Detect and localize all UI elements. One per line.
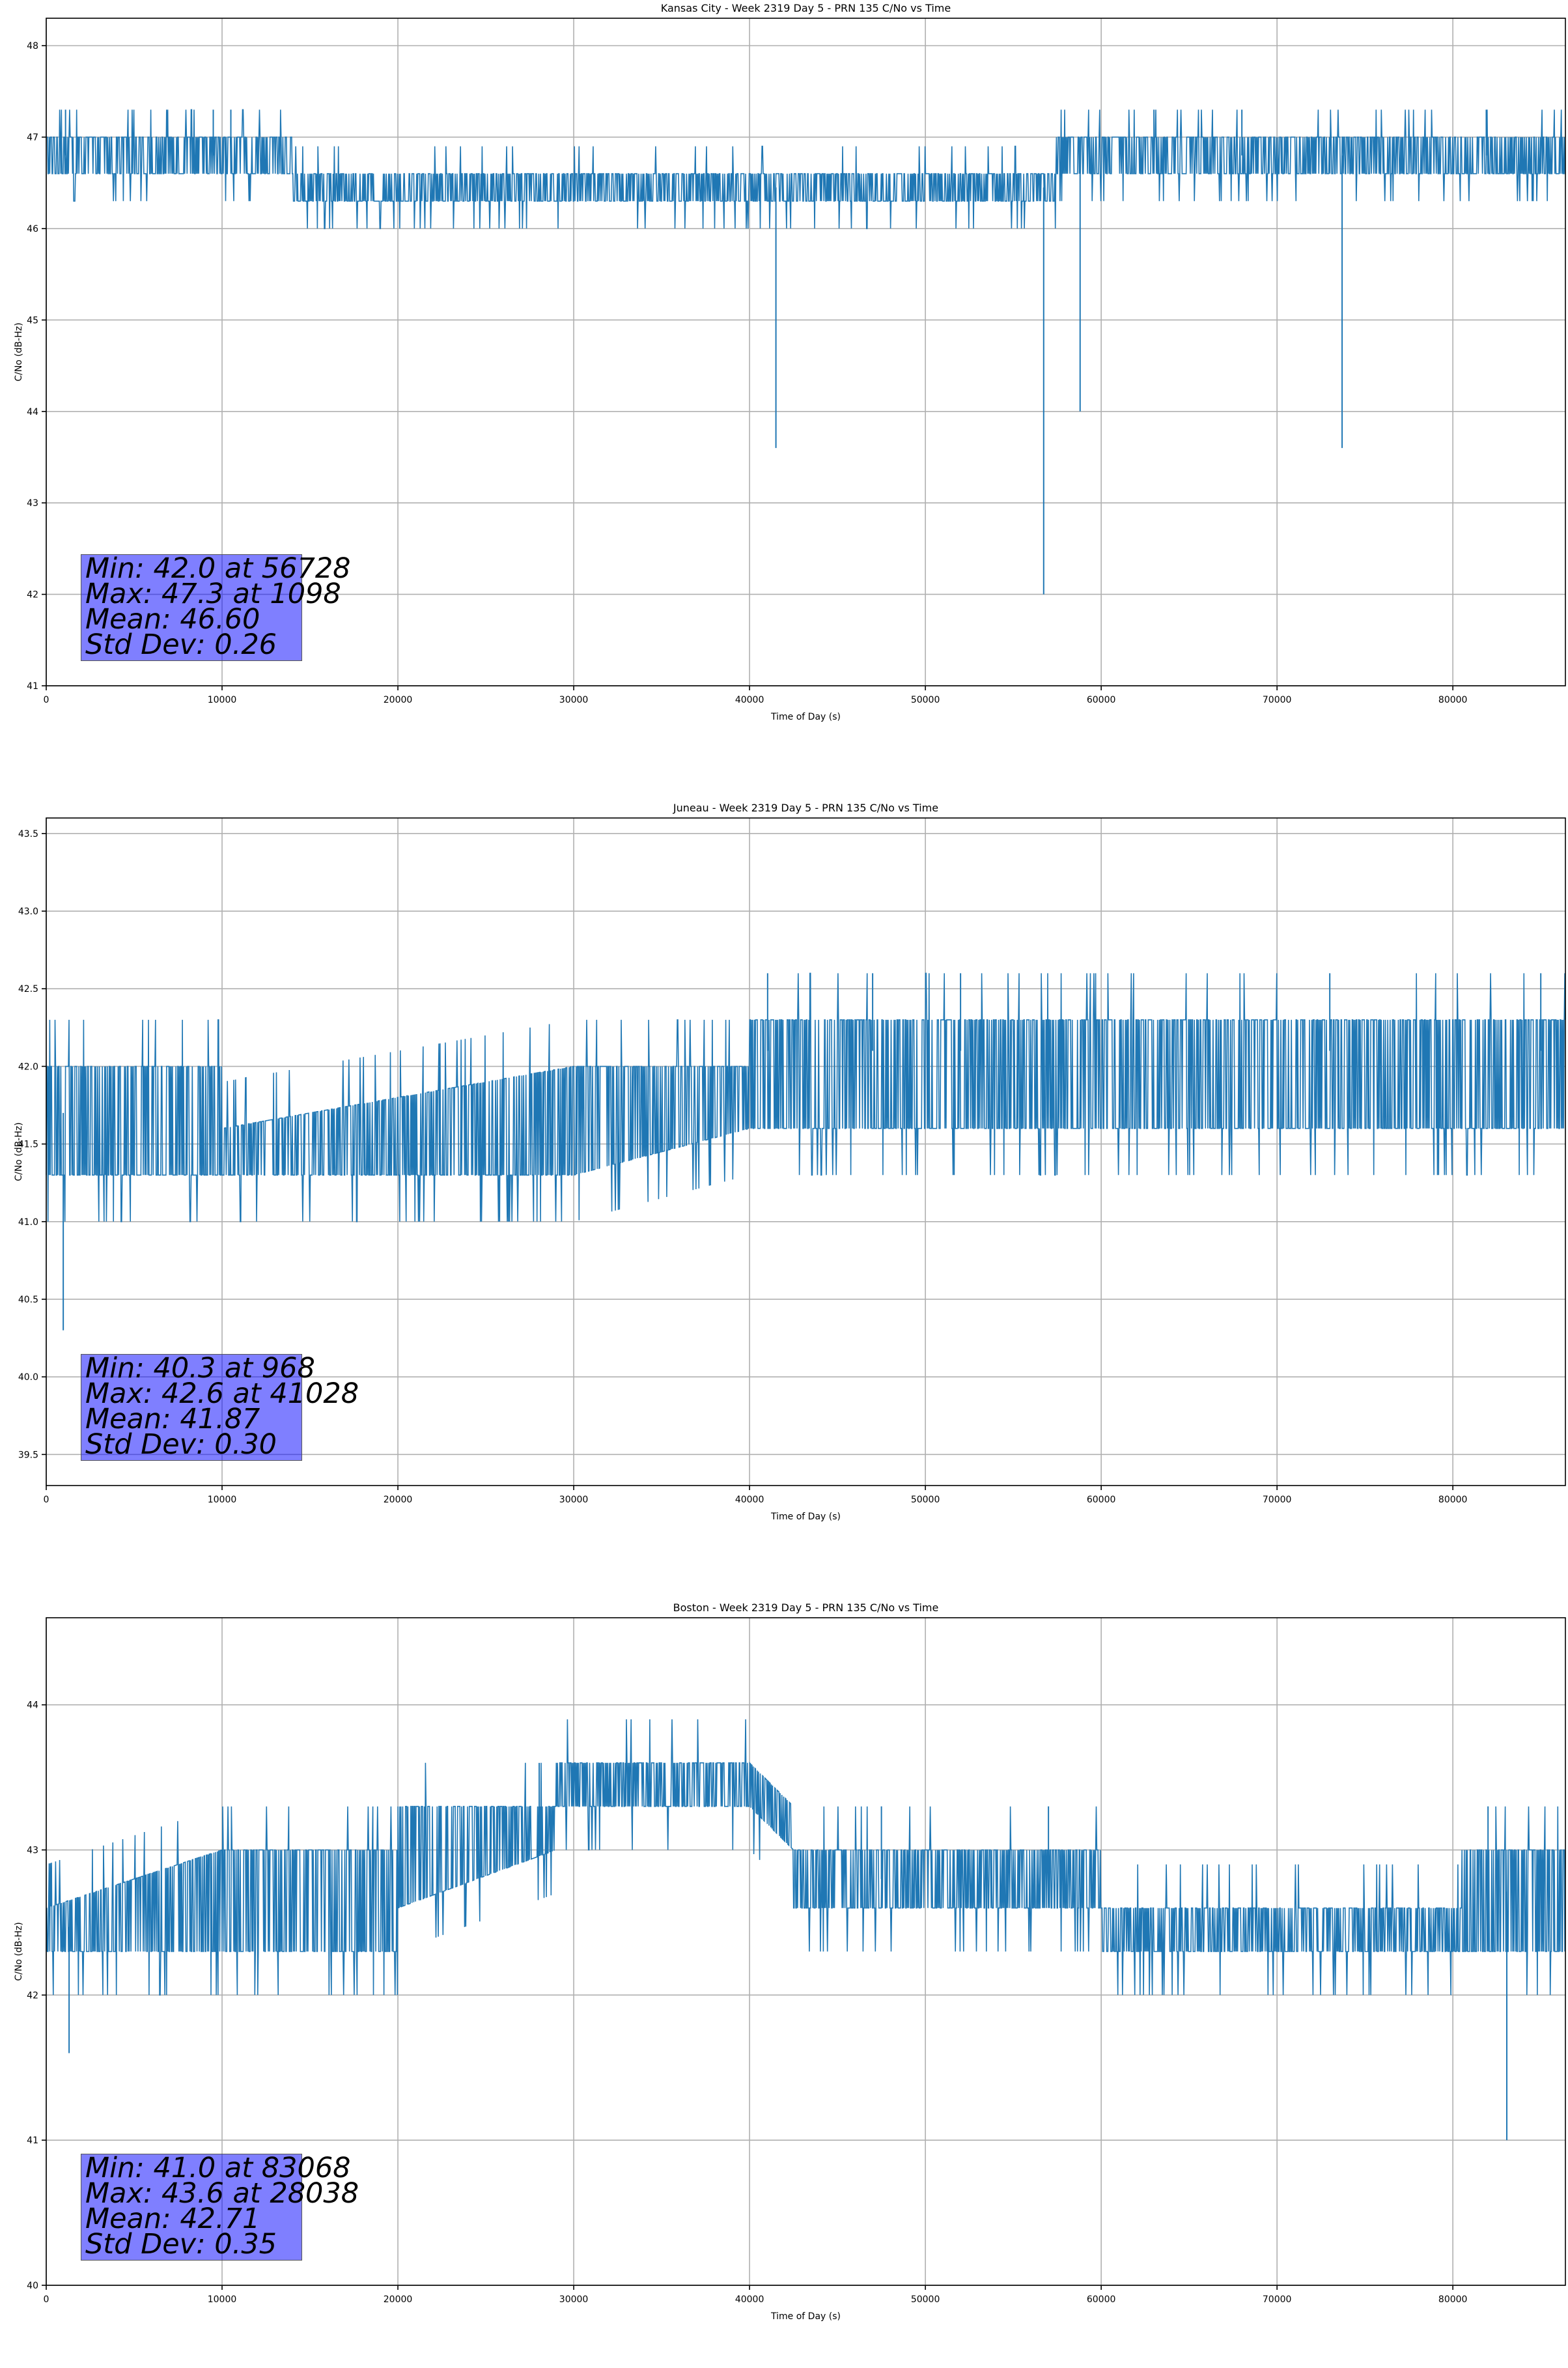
y-tick-label: 45 (27, 315, 38, 326)
x-tick-label: 20000 (384, 695, 413, 705)
x-axis-label: Time of Day (s) (770, 2311, 841, 2322)
y-tick-label: 43 (27, 1846, 38, 1856)
x-axis-label: Time of Day (s) (770, 712, 841, 722)
x-tick-label: 0 (44, 2294, 49, 2305)
y-tick-label: 42.5 (18, 984, 38, 994)
y-tick-label: 47 (27, 133, 38, 143)
x-tick-label: 70000 (1263, 695, 1292, 705)
series-line (46, 109, 1565, 229)
y-tick-label: 42 (27, 590, 38, 600)
y-tick-label: 41 (27, 2135, 38, 2146)
x-tick-label: 80000 (1438, 1495, 1468, 1505)
y-tick-label: 40 (27, 2281, 38, 2291)
axes-frame (46, 1617, 1566, 2286)
stats-line: Mean: 41.87 (85, 1403, 260, 1435)
y-tick-label: 40.5 (18, 1295, 38, 1305)
x-tick-label: 60000 (1087, 2294, 1116, 2305)
chart-title: Juneau - Week 2319 Day 5 - PRN 135 C/No … (673, 802, 938, 814)
chart-title: Kansas City - Week 2319 Day 5 - PRN 135 … (661, 2, 951, 14)
x-tick-label: 50000 (911, 695, 940, 705)
stats-annotation-box: Min: 42.0 at 56728 Max: 47.3 at 1098 Mean:… (81, 554, 351, 661)
chart-panel-2: 0 10000 20000 30000 40000 50000 60000 70000 8000… (0, 800, 1568, 1568)
x-tick-label: 70000 (1263, 2294, 1292, 2305)
x-tick-label: 10000 (208, 2294, 237, 2305)
x-tick-label: 80000 (1438, 2294, 1468, 2305)
stats-line: Std Dev: 0.35 (85, 2228, 277, 2261)
stats-line: Mean: 46.60 (85, 603, 260, 636)
stats-line: Max: 47.3 at 1098 (85, 578, 341, 610)
x-axis-label: Time of Day (s) (770, 1512, 841, 1522)
y-tick-label: 48 (27, 41, 38, 51)
stats-line: Min: 40.3 at 968 (85, 1352, 315, 1385)
x-tick-label: 40000 (735, 2294, 764, 2305)
x-tick-label: 40000 (735, 1495, 764, 1505)
y-axis-label: C/No (dB-Hz) (14, 1922, 24, 1980)
y-tick-label: 42.0 (18, 1062, 38, 1072)
x-tick-label: 30000 (559, 695, 589, 705)
x-tick-label: 0 (44, 695, 49, 705)
y-tick-label: 43.5 (18, 829, 38, 839)
y-axis-label: C/No (dB-Hz) (14, 322, 24, 381)
x-tick-label: 10000 (208, 695, 237, 705)
x-tick-label: 60000 (1087, 1495, 1116, 1505)
stats-line: Std Dev: 0.26 (85, 628, 277, 661)
axes-frame (46, 18, 1566, 686)
x-tick-label: 50000 (911, 2294, 940, 2305)
stats-line: Mean: 42.71 (85, 2203, 260, 2235)
x-tick-label: 70000 (1263, 1495, 1292, 1505)
series-line (46, 1719, 1566, 1996)
x-tick-label: 20000 (384, 2294, 413, 2305)
y-tick-label: 41 (27, 681, 38, 692)
stats-line: Std Dev: 0.30 (85, 1428, 277, 1461)
y-tick-label: 41.5 (18, 1140, 38, 1150)
y-tick-label: 41.0 (18, 1217, 38, 1228)
stats-annotation-box: Min: 40.3 at 968 Max: 42.6 at 41028 Mean: … (81, 1352, 359, 1461)
y-tick-label: 44 (27, 407, 38, 417)
y-tick-label: 42 (27, 1990, 38, 2001)
x-tick-label: 50000 (911, 1495, 940, 1505)
y-axis-label: C/No (dB-Hz) (14, 1122, 24, 1181)
y-tick-label: 43.0 (18, 907, 38, 917)
x-tick-label: 80000 (1438, 695, 1468, 705)
y-tick-label: 43 (27, 498, 38, 509)
y-tick-label: 40.0 (18, 1372, 38, 1383)
x-tick-label: 0 (44, 1495, 49, 1505)
chart-panel-3: 0 10000 20000 30000 40000 50000 60000 70000 8000… (0, 1600, 1568, 2368)
chart-svg: 0 10000 20000 30000 40000 50000 60000 70000 8000… (14, 2, 1566, 722)
stats-line: Max: 42.6 at 41028 (85, 1377, 359, 1410)
axes-frame (46, 817, 1566, 1486)
chart-panel-1: 0 10000 20000 30000 40000 50000 60000 70000 8000… (0, 0, 1568, 768)
x-tick-label: 20000 (384, 1495, 413, 1505)
y-tick-label: 39.5 (18, 1450, 38, 1460)
x-tick-label: 30000 (559, 1495, 589, 1505)
x-tick-label: 10000 (208, 1495, 237, 1505)
x-tick-label: 60000 (1087, 695, 1116, 705)
stats-line: Max: 43.6 at 28038 (85, 2177, 359, 2210)
y-tick-label: 44 (27, 1700, 38, 1711)
y-tick-label: 46 (27, 224, 38, 234)
stats-annotation-box: Min: 41.0 at 83068 Max: 43.6 at 28038 Mean… (81, 2154, 359, 2261)
x-tick-label: 30000 (559, 2294, 589, 2305)
x-tick-label: 40000 (735, 695, 764, 705)
series-line (46, 972, 1566, 1222)
chart-title: Boston - Week 2319 Day 5 - PRN 135 C/No … (673, 1601, 939, 1614)
